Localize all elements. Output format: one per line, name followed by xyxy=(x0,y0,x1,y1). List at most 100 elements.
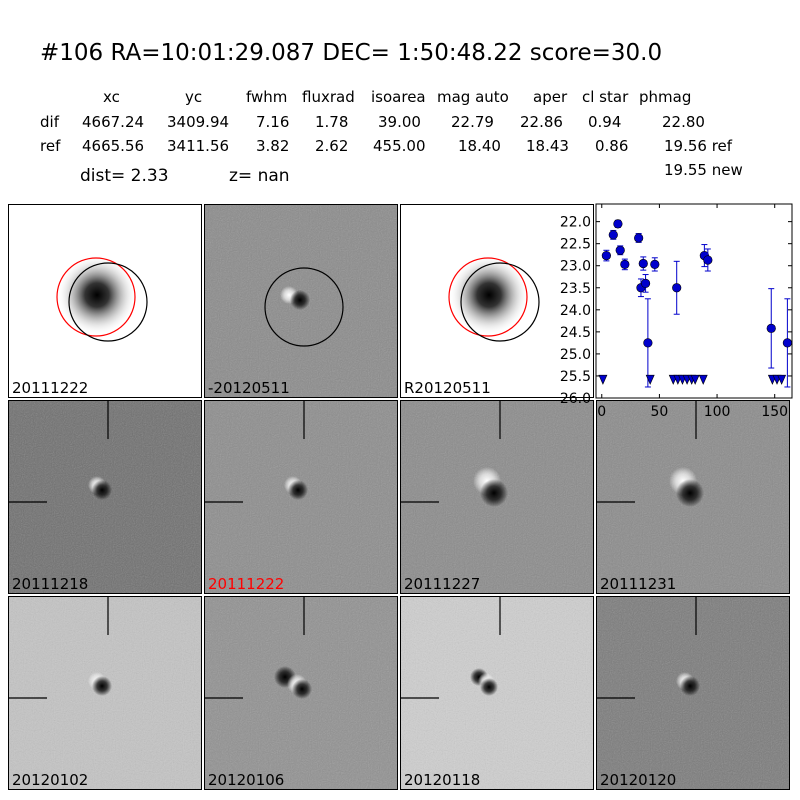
stamp-image xyxy=(448,255,540,342)
stamp-label: 20111218 xyxy=(12,575,89,593)
upper-limit-marker xyxy=(645,374,655,385)
stamp-panel: 20111222 xyxy=(8,204,202,398)
col-header-xc: xc xyxy=(103,88,120,106)
data-point xyxy=(613,219,623,229)
stamp-image xyxy=(9,401,201,593)
y-tick-label: 22.5 xyxy=(560,237,591,253)
dif-mag-auto: 22.79 xyxy=(451,113,494,131)
y-tick-label: 23.5 xyxy=(560,281,591,297)
x-tick-label: 0 xyxy=(597,404,606,420)
stamp-panel: 20120106 xyxy=(204,596,398,790)
row-label-dif: dif xyxy=(40,113,59,131)
dif-fwhm: 7.16 xyxy=(256,113,290,131)
dif-yc: 3409.94 xyxy=(167,113,230,131)
stamp-label: R20120511 xyxy=(404,379,491,397)
data-point xyxy=(703,255,713,265)
x-tick-label: 50 xyxy=(650,404,668,420)
col-header-mag-auto: mag auto xyxy=(437,88,509,106)
ref-mag-auto: 18.40 xyxy=(458,137,501,155)
stamp-panel: -20120511 xyxy=(204,204,398,398)
data-point xyxy=(766,323,776,333)
data-point xyxy=(640,278,651,288)
stamp-label: 20120118 xyxy=(404,771,481,789)
stamp-label: -20120511 xyxy=(208,379,290,397)
x-tick-label: 100 xyxy=(704,404,731,420)
data-point xyxy=(601,250,611,261)
y-tick-label: 25.0 xyxy=(560,347,591,363)
data-point xyxy=(608,230,618,240)
y-tick-label: 24.0 xyxy=(560,303,591,319)
stamp-panel: R20120511 xyxy=(400,204,594,398)
y-tick-label: 22.0 xyxy=(560,215,591,231)
dif-xc: 4667.24 xyxy=(82,113,145,131)
stamp-label: 20120120 xyxy=(600,771,677,789)
dif-cl-star: 0.94 xyxy=(588,113,622,131)
col-header-phmag: phmag xyxy=(639,88,692,106)
dif-isoarea: 39.00 xyxy=(378,113,421,131)
stamp-image xyxy=(597,597,789,789)
stamp-panel: 20111227 xyxy=(400,400,594,594)
col-header-fwhm: fwhm xyxy=(246,88,288,106)
stamp-label: 20111231 xyxy=(600,575,677,593)
stamp-panel: 20120118 xyxy=(400,596,594,790)
stamp-image xyxy=(205,597,397,789)
stamp-label: 20120106 xyxy=(208,771,285,789)
stamp-label: 20111222 xyxy=(208,575,285,593)
plot-area xyxy=(595,203,793,399)
data-point xyxy=(615,245,625,255)
y-tick-label: 23.0 xyxy=(560,259,591,275)
upper-limit-marker xyxy=(690,374,700,385)
col-header-aper: aper xyxy=(533,88,568,106)
y-tick-label: 26.0 xyxy=(560,391,591,407)
stamp-label: 20111227 xyxy=(404,575,481,593)
ref-isoarea: 455.00 xyxy=(373,137,426,155)
stamp-image xyxy=(597,401,789,593)
data-point xyxy=(620,259,630,270)
ref-yc: 3411.56 xyxy=(167,137,230,155)
stamp-label: 20111222 xyxy=(12,379,89,397)
col-header-isoarea: isoarea xyxy=(371,88,426,106)
stamp-image xyxy=(401,597,593,789)
data-point xyxy=(782,338,792,348)
stamp-image xyxy=(9,597,201,789)
stamp-image xyxy=(205,205,397,397)
page-title: #106 RA=10:01:29.087 DEC= 1:50:48.22 sco… xyxy=(40,40,663,66)
x-tick-label: 150 xyxy=(761,404,788,420)
stamp-panel: 20111231 xyxy=(596,400,790,594)
stamp-image xyxy=(401,401,593,593)
stamp-image xyxy=(205,401,397,593)
upper-limit-marker xyxy=(598,374,608,385)
y-tick-label: 24.5 xyxy=(560,325,591,341)
new-phmag: 19.55 new xyxy=(664,161,743,179)
stamp-panel: 20120102 xyxy=(8,596,202,790)
row-label-ref: ref xyxy=(40,137,61,155)
stamp-panel: 20120120 xyxy=(596,596,790,790)
ref-xc: 4665.56 xyxy=(82,137,145,155)
dif-aper: 22.86 xyxy=(520,113,563,131)
data-point xyxy=(650,259,660,270)
data-point xyxy=(643,338,653,348)
redshift-readout: z= nan xyxy=(229,166,290,186)
stamp-image xyxy=(56,255,148,342)
stamp-panel: 20111222 xyxy=(204,400,398,594)
stamp-panel: 20111218 xyxy=(8,400,202,594)
ref-aper: 18.43 xyxy=(526,137,569,155)
ref-fwhm: 3.82 xyxy=(256,137,290,155)
data-point xyxy=(672,283,682,293)
col-header-fluxrad: fluxrad xyxy=(302,88,355,106)
stamp-label: 20120102 xyxy=(12,771,89,789)
light-curve-chart: 22.0 22.5 23.0 23.5 24.0 24.5 25.0 25.5 26.0 0 50 1… xyxy=(560,203,793,420)
col-header-cl-star: cl star xyxy=(582,88,629,106)
col-header-yc: yc xyxy=(185,88,203,106)
data-point xyxy=(634,233,644,243)
upper-limit-marker xyxy=(698,374,708,385)
ref-phmag: 19.56 ref xyxy=(664,137,733,155)
ref-fluxrad: 2.62 xyxy=(315,137,349,155)
dif-fluxrad: 1.78 xyxy=(315,113,349,131)
data-point xyxy=(638,258,648,269)
dist-readout: dist= 2.33 xyxy=(80,166,169,186)
y-tick-label: 25.5 xyxy=(560,369,591,385)
dif-phmag: 22.80 xyxy=(662,113,705,131)
ref-cl-star: 0.86 xyxy=(595,137,629,155)
upper-limit-marker xyxy=(777,374,787,385)
